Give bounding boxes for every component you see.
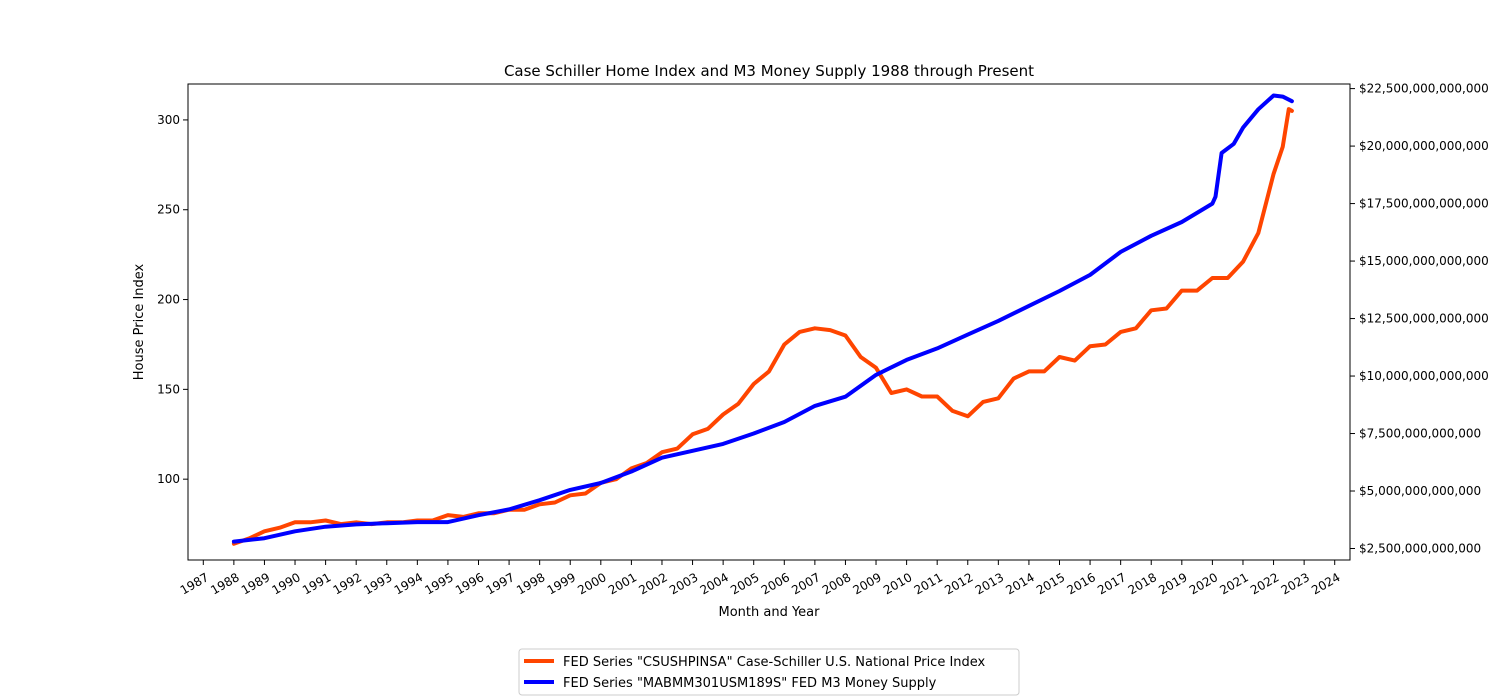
x-tick-label: 2008	[820, 570, 853, 597]
series-line-house-price	[231, 107, 1294, 546]
x-tick-label: 2001	[606, 570, 639, 597]
y-tick-label-left: 150	[157, 382, 180, 396]
x-axis-label: Month and Year	[719, 605, 821, 620]
x-tick-label: 2016	[1065, 570, 1098, 597]
y-tick-label-left: 100	[157, 472, 180, 486]
x-tick-label: 1995	[422, 570, 455, 597]
y-tick-label-left: 200	[157, 293, 180, 307]
x-tick-label: 2009	[850, 570, 883, 597]
x-tick-label: 1997	[484, 570, 517, 597]
legend: FED Series "CSUSHPINSA" Case-Schiller U.…	[518, 648, 1020, 696]
x-tick-label: 2024	[1309, 570, 1342, 597]
x-tick-label: 2002	[636, 570, 669, 597]
x-tick-label: 1993	[361, 570, 394, 597]
x-tick-label: 2023	[1279, 570, 1312, 597]
chart-title: Case Schiller Home Index and M3 Money Su…	[504, 62, 1034, 80]
x-tick-label: 2020	[1187, 570, 1220, 597]
x-tick-label: 1994	[392, 570, 425, 597]
legend-label-house-price: FED Series "CSUSHPINSA" Case-Schiller U.…	[563, 655, 986, 670]
x-tick-label: 1998	[514, 570, 547, 597]
x-tick-label: 2022	[1248, 570, 1281, 597]
y-tick-label-right: $2,500,000,000,000	[1359, 542, 1481, 556]
x-tick-label: 1987	[178, 570, 211, 597]
x-tick-label: 2017	[1095, 570, 1128, 597]
y-tick-label-right: $22,500,000,000,000	[1359, 82, 1489, 96]
legend-box	[518, 648, 1020, 696]
x-tick-label: 2019	[1156, 570, 1189, 597]
x-tick-label: 2011	[912, 570, 945, 597]
y-tick-label-right: $5,000,000,000,000	[1359, 484, 1481, 498]
x-tick-label: 2006	[759, 570, 792, 597]
y-tick-label-right: $7,500,000,000,000	[1359, 427, 1481, 441]
x-tick-label: 1990	[269, 570, 302, 597]
y-tick-label-right: $10,000,000,000,000	[1359, 369, 1489, 383]
x-tick-label: 1996	[453, 570, 486, 597]
x-tick-label: 2018	[1126, 570, 1159, 597]
x-tick-label: 1999	[545, 570, 578, 597]
x-tick-label: 2021	[1217, 570, 1250, 597]
y-tick-label-left: 300	[157, 113, 180, 127]
x-tick-label: 2004	[698, 570, 731, 597]
y-tick-label-right: $15,000,000,000,000	[1359, 254, 1489, 268]
y-axis-label-left: House Price Index	[132, 263, 147, 380]
x-tick-label: 2014	[1003, 570, 1036, 597]
x-tick-label: 2012	[942, 570, 975, 597]
x-tick-label: 2003	[667, 570, 700, 597]
x-tick-label: 2015	[1034, 570, 1067, 597]
x-tick-label: 1991	[300, 570, 333, 597]
plot-area: 1987198819891990199119921993199419951996…	[157, 82, 1489, 598]
y-tick-label-left: 250	[157, 203, 180, 217]
legend-label-m3: FED Series "MABMM301USM189S" FED M3 Mone…	[563, 676, 937, 691]
x-tick-label: 2007	[789, 570, 822, 597]
y-tick-label-right: $20,000,000,000,000	[1359, 139, 1489, 153]
y-tick-label-right: $12,500,000,000,000	[1359, 312, 1489, 326]
x-tick-label: 1988	[208, 570, 241, 597]
x-tick-label: 2010	[881, 570, 914, 597]
x-tick-label: 2013	[973, 570, 1006, 597]
x-tick-label: 1992	[331, 570, 364, 597]
axes-frame	[187, 83, 1351, 561]
x-tick-label: 2000	[575, 570, 608, 597]
y-tick-label-right: $17,500,000,000,000	[1359, 197, 1489, 211]
x-tick-label: 2005	[728, 570, 761, 597]
series-line-m3	[231, 93, 1294, 544]
x-tick-label: 1989	[239, 570, 272, 597]
